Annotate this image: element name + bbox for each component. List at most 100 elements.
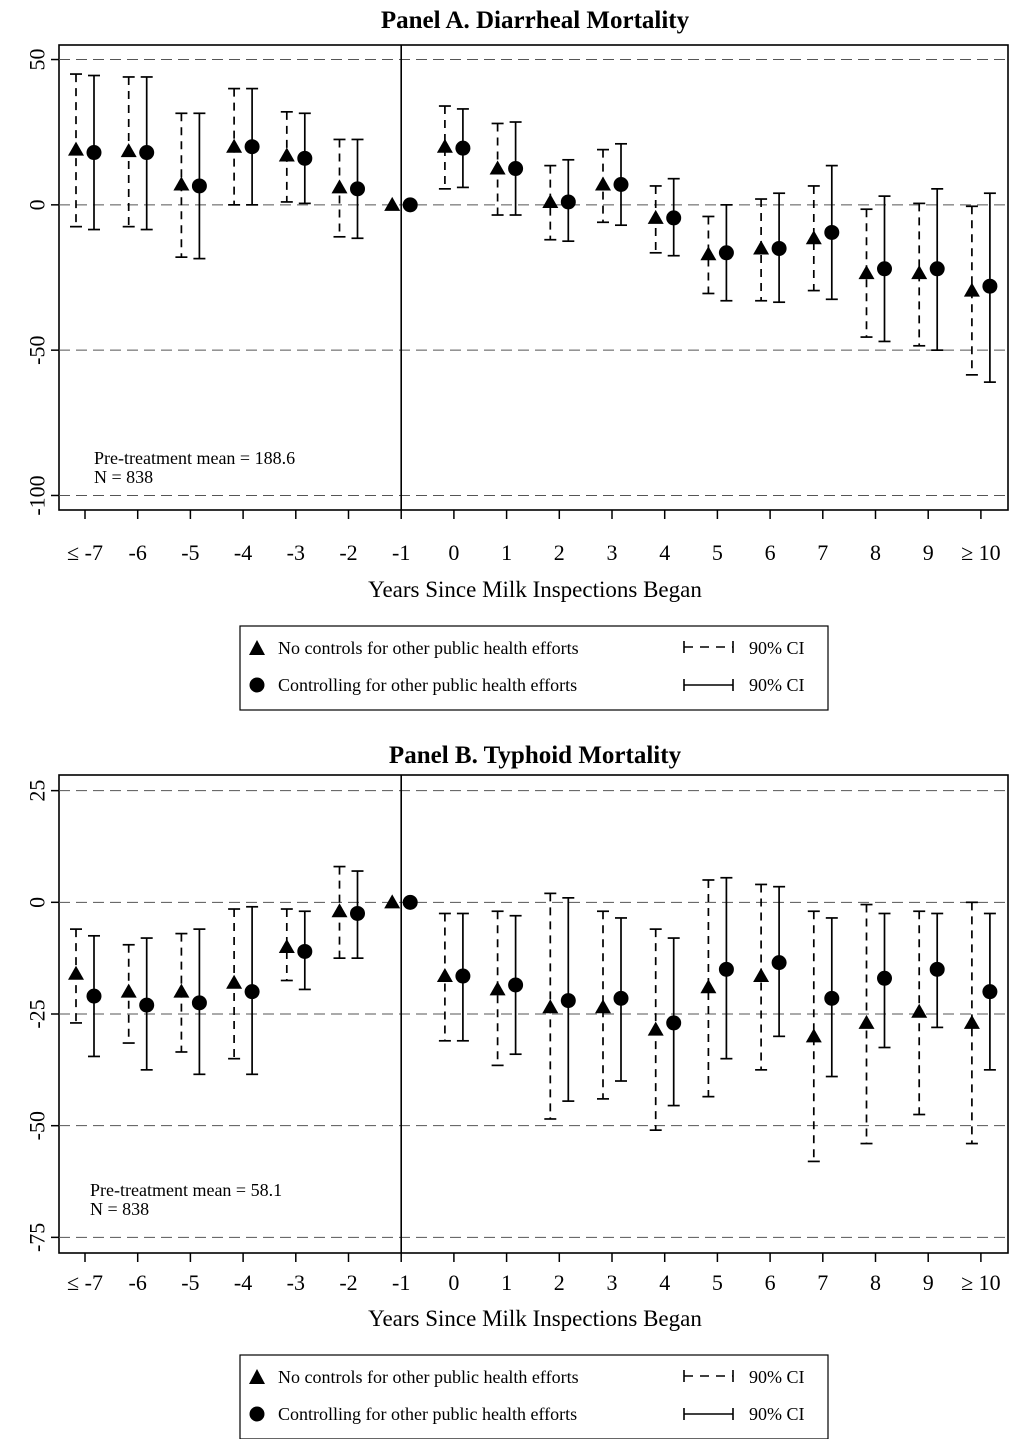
panel-b-series-1-point: [542, 999, 559, 1014]
panel-a-series-1-point: [753, 240, 770, 255]
panel-a-legend-circle-icon: [249, 677, 265, 693]
panel-b-series-2-point: [191, 995, 207, 1011]
panel-a-y-tick-label: 0: [25, 199, 50, 210]
panel-b-x-tick-label: 4: [659, 1270, 670, 1295]
panel-a-plot: 50 0 -50 -100 ≤ -7 -6 -5 -4 -3 -2 -1 0 1 2 3 4 5 6 7 8 9 ≥ 10: [25, 44, 1009, 565]
panel-b-series-2-point: [455, 968, 471, 984]
panel-a-y-tick-label: -50: [25, 335, 50, 364]
panel-a-series-1-ci-bar: [702, 215, 715, 295]
panel-b-series-2-point: [508, 977, 524, 993]
panel-b-x-tick-label: 2: [554, 1270, 565, 1295]
panel-a-series-1-point: [963, 282, 980, 297]
panel-a-series-1-point: [68, 141, 84, 156]
panel-a-note-n: N = 838: [94, 467, 153, 487]
panel-a-legend-triangle-icon: [249, 640, 265, 655]
panel-b-legend-dashed-ci-icon: [683, 1370, 734, 1382]
panel-a-x-tick-label: 3: [607, 540, 618, 565]
panel-a-series-2-point: [771, 240, 787, 256]
panel-b-x-tick-label: -3: [287, 1270, 305, 1295]
panel-b-note-n: N = 838: [90, 1199, 149, 1219]
panel-a-x-tick-label: 4: [659, 540, 670, 565]
panel-a-legend-ci-1: 90% CI: [749, 638, 805, 658]
panel-a-y-tick-label: -100: [25, 475, 50, 515]
panel-a-series-2-point: [929, 261, 945, 277]
panel-a-series-2-point: [297, 150, 313, 166]
panel-a-series-1-ci-bar: [755, 198, 768, 302]
panel-b-series-2-point: [929, 961, 945, 977]
panel-a-x-tick-label: 2: [554, 540, 565, 565]
panel-a-series-1-point: [700, 246, 717, 261]
panel-a-x-tick-label: -4: [234, 540, 252, 565]
panel-b-x-tick-label: -4: [234, 1270, 252, 1295]
panel-a-x-tick-label: -5: [181, 540, 199, 565]
panel-b-series-2-point: [139, 997, 155, 1013]
panel-b-series-1-point: [226, 974, 243, 989]
panel-a-series-2-point: [824, 224, 840, 240]
panel-a-series-1-point: [542, 193, 559, 208]
panel-a-legend-label-1: No controls for other public health effo…: [278, 638, 579, 658]
panel-a-x-tick-label: 8: [870, 540, 881, 565]
panel-b-series-2-point: [771, 955, 787, 971]
panel-a-legend-label-2: Controlling for other public health effo…: [278, 675, 577, 695]
panel-b-series-2-point: [718, 961, 734, 977]
panel-a-series-1-point: [384, 196, 401, 211]
panel-b-series-2-point: [297, 943, 313, 959]
panel-b-x-tick-label: 5: [712, 1270, 723, 1295]
panel-b-legend-triangle-icon: [249, 1369, 265, 1384]
panel-a: Panel A. Diarrheal Mortality 500-50-100≤…: [25, 7, 1009, 711]
panel-a-title: Panel A. Diarrheal Mortality: [381, 7, 690, 34]
panel-a-x-tick-label: -6: [129, 540, 147, 565]
panel-b-x-tick-label: -2: [339, 1270, 357, 1295]
panel-b-series-1-point: [68, 965, 84, 980]
panel-b-legend-circle-icon: [249, 1406, 265, 1422]
panel-a-series-2-point: [191, 178, 207, 194]
panel-b-series-1-point: [331, 903, 348, 918]
panel-b-series-2-point: [350, 905, 365, 921]
panel-b-legend-solid-ci-icon: [683, 1408, 734, 1420]
panel-b-x-tick-label: -5: [181, 1270, 199, 1295]
panel-a-series-1-point: [911, 265, 928, 280]
panel-b-note-mean: Pre-treatment mean = 58.1: [90, 1180, 282, 1200]
panel-b-series-1-point: [805, 1028, 822, 1043]
panel-a-series-2-point: [718, 245, 734, 261]
panel-a-note-mean: Pre-treatment mean = 188.6: [94, 448, 295, 468]
panel-a-series-2-point: [350, 181, 365, 197]
panel-b-x-axis-title: Years Since Milk Inspections Began: [368, 1306, 702, 1331]
panel-b-series-2-point: [982, 984, 998, 1000]
panel-a-series-2-point: [244, 139, 260, 155]
panel-b-x-tick-label: 6: [765, 1270, 776, 1295]
panel-a-series-2-point: [455, 140, 471, 156]
panel-b-series-1-ci-bar: [807, 910, 820, 1163]
panel-a-x-tick-label: 7: [817, 540, 828, 565]
panel-b-y-tick-label: 25: [25, 780, 50, 802]
panel-b-series-1-point: [858, 1014, 875, 1029]
panel-b-series-2-point: [402, 894, 418, 910]
panel-b-series-1-point: [173, 983, 190, 998]
panel-b-x-tick-label: ≥ 10: [961, 1270, 1001, 1295]
panel-a-x-tick-label: 5: [712, 540, 723, 565]
panel-b-series-1-point: [278, 938, 295, 953]
panel-a-x-tick-label: -3: [287, 540, 305, 565]
panel-b-series-1-ci-bar: [702, 879, 715, 1098]
panel-a-legend-dashed-ci-icon: [683, 641, 734, 653]
panel-a-series-2-point: [877, 261, 892, 277]
panel-b-series-2-point: [244, 984, 260, 1000]
panel-a-series-2-point: [86, 145, 102, 161]
panel-a-legend-box: [239, 625, 829, 711]
panel-b-series-1-ci-bar: [755, 883, 768, 1071]
panel-b-y-tick-label: 0: [25, 897, 50, 908]
panel-a-series-1-point: [436, 138, 453, 153]
panel-b-series-1-point: [963, 1014, 980, 1029]
panel-a-series-2-point: [139, 145, 155, 161]
panel-a-plot-frame: [58, 44, 1009, 511]
panel-b-x-tick-label: 3: [607, 1270, 618, 1295]
panel-b-x-tick-label: 8: [870, 1270, 881, 1295]
panel-b-x-tick-label: ≤ -7: [67, 1270, 103, 1295]
panel-a-x-tick-label: 6: [765, 540, 776, 565]
panel-b-x-tick-label: 9: [923, 1270, 934, 1295]
panel-a-x-tick-label: 1: [501, 540, 512, 565]
panel-a-series-1-ci-bar: [597, 148, 609, 224]
panel-b-series-2-point: [613, 990, 629, 1006]
panel-a-series-1-point: [120, 143, 137, 158]
